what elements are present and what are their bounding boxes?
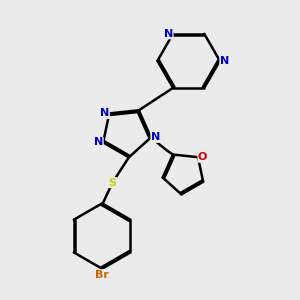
Text: N: N [164, 29, 173, 39]
Text: O: O [198, 152, 207, 162]
Text: N: N [220, 56, 229, 66]
Text: S: S [109, 178, 116, 188]
Text: N: N [94, 137, 103, 147]
Text: Br: Br [95, 270, 109, 280]
Text: N: N [151, 132, 160, 142]
Text: N: N [100, 108, 109, 118]
